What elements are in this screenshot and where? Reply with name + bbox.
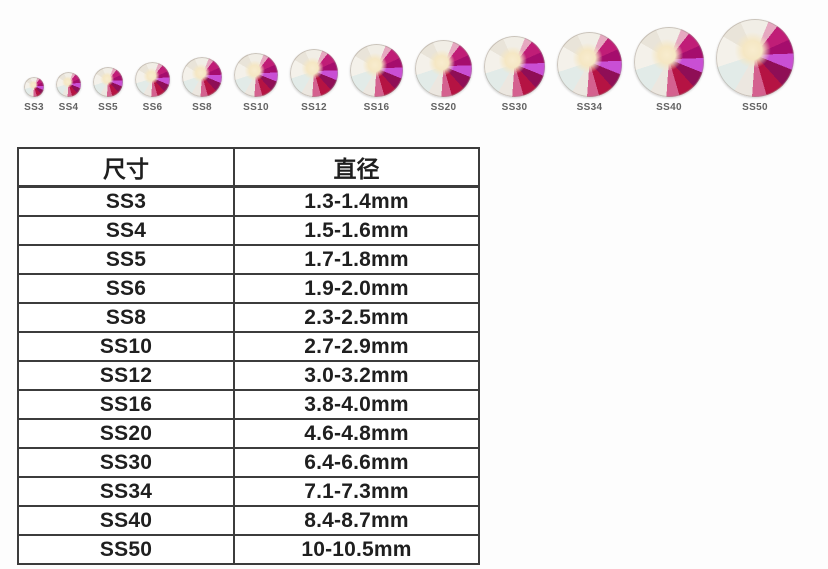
diameter-column-header: 直径 (233, 147, 480, 188)
size-cell: SS20 (17, 418, 235, 449)
table-row: SS34 7.1-7.3mm (17, 476, 480, 507)
diameter-cell: 2.7-2.9mm (233, 331, 480, 362)
table-row: SS8 2.3-2.5mm (17, 302, 480, 333)
table-row: SS30 6.4-6.6mm (17, 447, 480, 478)
rhinestone-size-label: SS16 (363, 102, 390, 113)
rhinestone-size-label: SS10 (243, 102, 269, 113)
diameter-cell: 1.3-1.4mm (233, 185, 480, 217)
rhinestone-size-label: SS30 (501, 102, 528, 113)
rhinestone-item: SS3 (24, 77, 44, 114)
rhinestone-size-label: SS12 (301, 102, 327, 113)
rhinestone-item: SS8 (182, 57, 222, 114)
table-row: SS4 1.5-1.6mm (17, 215, 480, 246)
rhinestone-icon (290, 49, 338, 97)
size-cell: SS6 (17, 273, 235, 304)
rhinestone-size-label: SS5 (98, 102, 118, 113)
table-row: SS10 2.7-2.9mm (17, 331, 480, 362)
rhinestone-item: SS6 (135, 62, 170, 114)
table-row: SS20 4.6-4.8mm (17, 418, 480, 449)
size-cell: SS8 (17, 302, 235, 333)
size-cell: SS34 (17, 476, 235, 507)
rhinestone-icon (93, 67, 123, 97)
rhinestone-item: SS10 (234, 53, 278, 114)
rhinestone-size-label: SS34 (576, 102, 603, 113)
diameter-cell: 1.5-1.6mm (233, 215, 480, 246)
rhinestone-size-label: SS50 (742, 102, 768, 113)
rhinestone-size-label: SS4 (58, 102, 79, 113)
rhinestone-size-label: SS40 (656, 102, 682, 113)
rhinestone-size-label: SS6 (142, 102, 163, 113)
rhinestone-item: SS16 (350, 44, 403, 114)
size-table: 尺寸 直径 SS3 1.3-1.4mm SS4 1.5-1.6mm SS5 1.7-1.8m… (17, 147, 480, 565)
rhinestone-icon (634, 27, 704, 97)
rhinestone-item: SS40 (634, 27, 704, 114)
rhinestone-icon (350, 44, 403, 97)
diameter-cell: 4.6-4.8mm (233, 418, 480, 449)
diameter-cell: 1.9-2.0mm (233, 273, 480, 304)
rhinestone-item: SS34 (557, 32, 622, 114)
diameter-cell: 7.1-7.3mm (233, 476, 480, 507)
diameter-cell: 3.8-4.0mm (233, 389, 480, 420)
diameter-cell: 6.4-6.6mm (233, 447, 480, 478)
size-cell: SS16 (17, 389, 235, 420)
table-row: SS16 3.8-4.0mm (17, 389, 480, 420)
diameter-cell: 3.0-3.2mm (233, 360, 480, 391)
table-row: SS40 8.4-8.7mm (17, 505, 480, 536)
rhinestone-icon (484, 36, 545, 97)
table-row: SS3 1.3-1.4mm (17, 185, 480, 217)
size-cell: SS5 (17, 244, 235, 275)
size-cell: SS3 (17, 185, 235, 217)
size-cell: SS30 (17, 447, 235, 478)
diameter-cell: 8.4-8.7mm (233, 505, 480, 536)
size-cell: SS10 (17, 331, 235, 362)
size-cell: SS4 (17, 215, 235, 246)
rhinestone-icon (557, 32, 622, 97)
rhinestone-icon (56, 72, 81, 97)
size-table-header-row: 尺寸 直径 (17, 147, 480, 188)
rhinestone-size-label: SS3 (24, 102, 44, 113)
rhinestone-icon (234, 53, 278, 97)
rhinestone-icon (415, 40, 472, 97)
rhinestone-size-strip: SS3 SS4 SS5 SS6 SS8 SS10 SS12 SS16 SS20 SS30 SS34 S… (24, 12, 794, 114)
diameter-cell: 2.3-2.5mm (233, 302, 480, 333)
rhinestone-size-label: SS20 (430, 102, 457, 113)
size-cell: SS40 (17, 505, 235, 536)
rhinestone-icon (716, 19, 794, 97)
rhinestone-item: SS50 (716, 19, 794, 114)
rhinestone-icon (24, 77, 44, 97)
diameter-cell: 10-10.5mm (233, 534, 480, 565)
size-cell: SS12 (17, 360, 235, 391)
rhinestone-item: SS4 (56, 72, 81, 114)
rhinestone-item: SS12 (290, 49, 338, 114)
rhinestone-icon (135, 62, 170, 97)
rhinestone-item: SS5 (93, 67, 123, 114)
table-row: SS12 3.0-3.2mm (17, 360, 480, 391)
rhinestone-item: SS20 (415, 40, 472, 114)
size-cell: SS50 (17, 534, 235, 565)
diameter-cell: 1.7-1.8mm (233, 244, 480, 275)
table-row: SS50 10-10.5mm (17, 534, 480, 565)
table-row: SS5 1.7-1.8mm (17, 244, 480, 275)
rhinestone-size-label: SS8 (192, 102, 212, 113)
rhinestone-icon (182, 57, 222, 97)
table-row: SS6 1.9-2.0mm (17, 273, 480, 304)
rhinestone-item: SS30 (484, 36, 545, 114)
size-column-header: 尺寸 (17, 147, 235, 188)
